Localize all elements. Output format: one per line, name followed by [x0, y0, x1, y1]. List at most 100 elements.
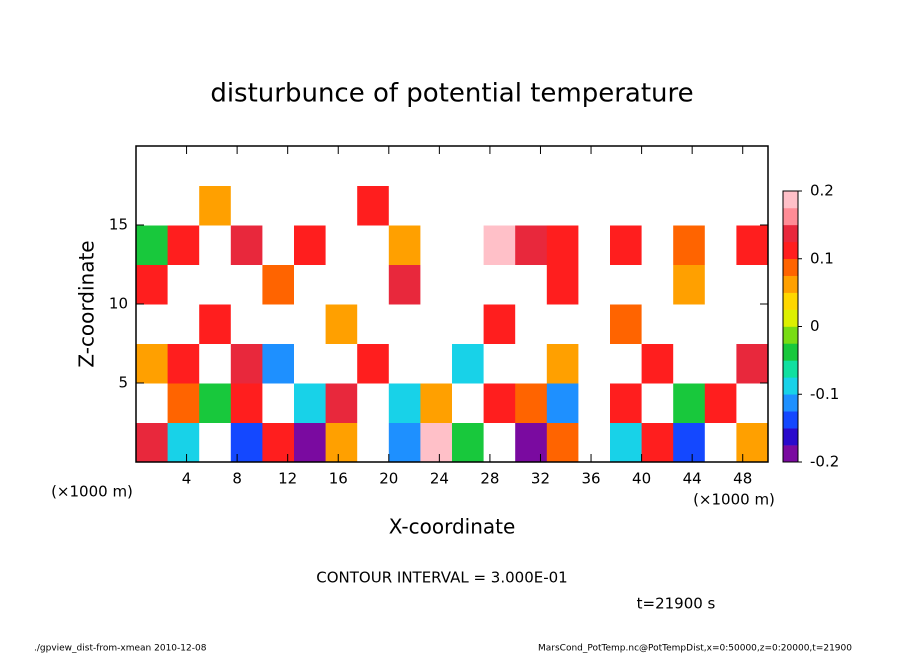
time-label: t=21900 s — [637, 595, 716, 613]
contour-note: CONTOUR INTERVAL = 3.000E-01 — [316, 569, 567, 587]
field-cell — [388, 185, 421, 226]
field-cell — [420, 422, 453, 463]
field-cell — [420, 343, 453, 384]
field-cell — [546, 422, 579, 463]
field-cell — [357, 304, 390, 344]
field-cell — [357, 146, 390, 186]
field-cell — [325, 304, 358, 344]
field-cell — [515, 264, 548, 305]
field-cell — [704, 225, 737, 265]
colorbar-tick-label: 0.2 — [810, 182, 834, 200]
field-cell — [199, 264, 232, 305]
colorbar-swatch — [783, 411, 798, 429]
field-cell — [325, 185, 358, 226]
field-cell — [736, 343, 769, 384]
x-tick-label: 12 — [278, 470, 297, 488]
field-cell — [167, 383, 200, 423]
field-cell — [294, 383, 327, 423]
field-cell — [357, 185, 390, 226]
colorbar-swatch — [783, 292, 798, 310]
field-cell — [294, 225, 327, 265]
field-cell — [515, 343, 548, 384]
x-tick-label: 24 — [430, 470, 449, 488]
field-cell — [452, 422, 485, 463]
field-cell — [610, 422, 643, 463]
field-cell — [736, 185, 769, 226]
field-cell — [641, 304, 674, 344]
field-cell — [546, 264, 579, 305]
field-cell — [262, 146, 295, 186]
colorbar-swatch — [783, 343, 798, 361]
y-tick-label: 5 — [118, 374, 128, 392]
field-cell — [641, 422, 674, 463]
field-cell — [420, 304, 453, 344]
field-cell — [578, 185, 611, 226]
x-tick-label: 16 — [329, 470, 348, 488]
field-cell — [736, 264, 769, 305]
field-cell — [483, 304, 516, 344]
field-cell — [388, 343, 421, 384]
field-cell — [294, 304, 327, 344]
field-cell — [515, 225, 548, 265]
field-cell — [294, 185, 327, 226]
field-cell — [294, 422, 327, 463]
field-cell — [546, 383, 579, 423]
field-cell — [357, 383, 390, 423]
field-cell — [546, 304, 579, 344]
field-cell — [483, 383, 516, 423]
field-cell — [262, 422, 295, 463]
field-cell — [546, 146, 579, 186]
field-cell — [357, 422, 390, 463]
field-cell — [167, 264, 200, 305]
field-cell — [136, 264, 169, 305]
field-cell — [262, 225, 295, 265]
x-tick-label: 36 — [581, 470, 600, 488]
field-cell — [673, 422, 706, 463]
field-cell — [294, 264, 327, 305]
y-tick-label: 10 — [109, 295, 128, 313]
field-cell — [452, 225, 485, 265]
field-cell — [641, 383, 674, 423]
footer-right: MarsCond_PotTemp.nc@PotTempDist,x=0:5000… — [538, 644, 852, 654]
field-cell — [136, 383, 169, 423]
field-cell — [515, 422, 548, 463]
field-cell — [673, 304, 706, 344]
colorbar-tick-label: 0 — [810, 317, 820, 335]
field-cell — [325, 146, 358, 186]
x-unit: (×1000 m) — [693, 491, 775, 509]
field-cell — [483, 225, 516, 265]
field-cell — [294, 343, 327, 384]
colorbar-swatch — [783, 445, 798, 463]
x-tick-label: 44 — [683, 470, 702, 488]
field-cell — [167, 146, 200, 186]
field-cell — [167, 225, 200, 265]
field-cell — [704, 343, 737, 384]
field-cell — [325, 343, 358, 384]
field-cell — [452, 304, 485, 344]
field-cell — [199, 146, 232, 186]
field-cell — [452, 185, 485, 226]
y-unit: (×1000 m) — [51, 483, 133, 501]
field-cell — [515, 146, 548, 186]
field-cell — [388, 264, 421, 305]
colorbar-swatch — [783, 275, 798, 293]
colorbar-swatch — [783, 258, 798, 276]
colorbar-swatch — [783, 309, 798, 327]
field-cell — [262, 343, 295, 384]
colorbar-swatch — [783, 326, 798, 344]
field-cell — [610, 146, 643, 186]
field-cell — [325, 422, 358, 463]
field-cell — [641, 225, 674, 265]
field-cell — [641, 146, 674, 186]
field-cell — [136, 146, 169, 186]
field-cell — [483, 343, 516, 384]
field-cell — [136, 304, 169, 344]
field-cell — [388, 304, 421, 344]
field-cell — [420, 225, 453, 265]
field-cell — [230, 383, 263, 423]
colorbar-swatch — [783, 241, 798, 260]
field-cell — [136, 343, 169, 384]
field-cell — [736, 146, 769, 186]
colorbar-swatch — [783, 224, 798, 243]
